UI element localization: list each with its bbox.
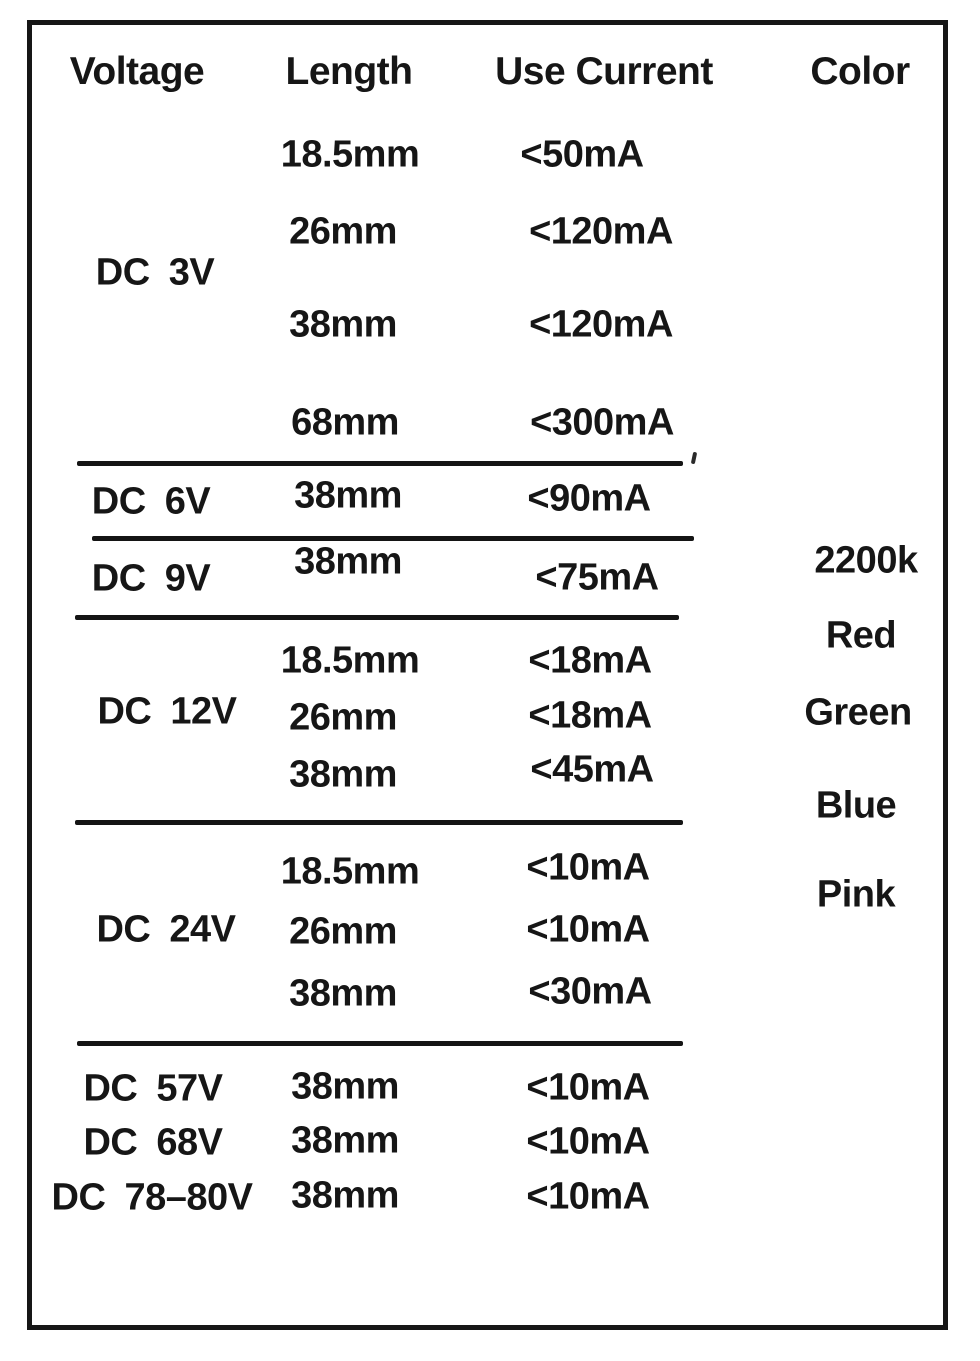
current-value: <45mA (530, 748, 654, 791)
voltage-label: DC 24V (96, 908, 236, 951)
section-divider (77, 461, 683, 466)
length-value: 18.5mm (280, 639, 420, 682)
color-option: Blue (815, 784, 897, 827)
voltage-label: DC 6V (91, 480, 211, 523)
current-value: <10mA (526, 1175, 650, 1218)
voltage-label: DC 57V (83, 1067, 223, 1110)
length-value: 68mm (291, 401, 399, 444)
current-value: <120mA (529, 303, 673, 346)
color-option: Pink (816, 873, 896, 916)
current-value: <10mA (526, 1120, 650, 1163)
length-value: 38mm (291, 1119, 399, 1162)
current-value: <50mA (520, 133, 644, 176)
current-value: <120mA (529, 210, 673, 253)
section-divider (92, 536, 694, 541)
length-value: 38mm (291, 1174, 399, 1217)
length-value: 38mm (294, 474, 402, 517)
section-divider (77, 1041, 683, 1046)
length-value: 26mm (289, 910, 397, 953)
voltage-label: DC 12V (97, 690, 237, 733)
current-value: <10mA (526, 1066, 650, 1109)
current-value: <90mA (527, 477, 651, 520)
voltage-label: DC 68V (83, 1121, 223, 1164)
length-value: 38mm (289, 972, 397, 1015)
length-value: 18.5mm (280, 133, 420, 176)
length-value: 38mm (294, 540, 402, 583)
current-value: <10mA (526, 908, 650, 951)
column-header-length: Length (285, 50, 413, 93)
length-value: 18.5mm (280, 850, 420, 893)
column-header-color: Color (810, 50, 910, 93)
current-value: <300mA (530, 401, 674, 444)
column-header-use-current: Use Current (495, 50, 713, 93)
length-value: 26mm (289, 696, 397, 739)
current-value: <10mA (526, 846, 650, 889)
color-option: Red (825, 614, 897, 657)
voltage-label: DC 78–80V (51, 1176, 253, 1219)
current-value: <30mA (528, 970, 652, 1013)
section-divider (75, 615, 679, 620)
voltage-label: DC 3V (95, 251, 215, 294)
section-divider (75, 820, 683, 825)
length-value: 26mm (289, 210, 397, 253)
length-value: 38mm (291, 1065, 399, 1108)
table-border-frame (27, 20, 948, 1330)
color-option: 2200k (814, 539, 918, 582)
length-value: 38mm (289, 303, 397, 346)
column-header-voltage: Voltage (69, 50, 205, 93)
current-value: <75mA (535, 556, 659, 599)
current-value: <18mA (528, 694, 652, 737)
voltage-label: DC 9V (91, 557, 211, 600)
color-option: Green (804, 691, 912, 734)
current-value: <18mA (528, 639, 652, 682)
length-value: 38mm (289, 753, 397, 796)
